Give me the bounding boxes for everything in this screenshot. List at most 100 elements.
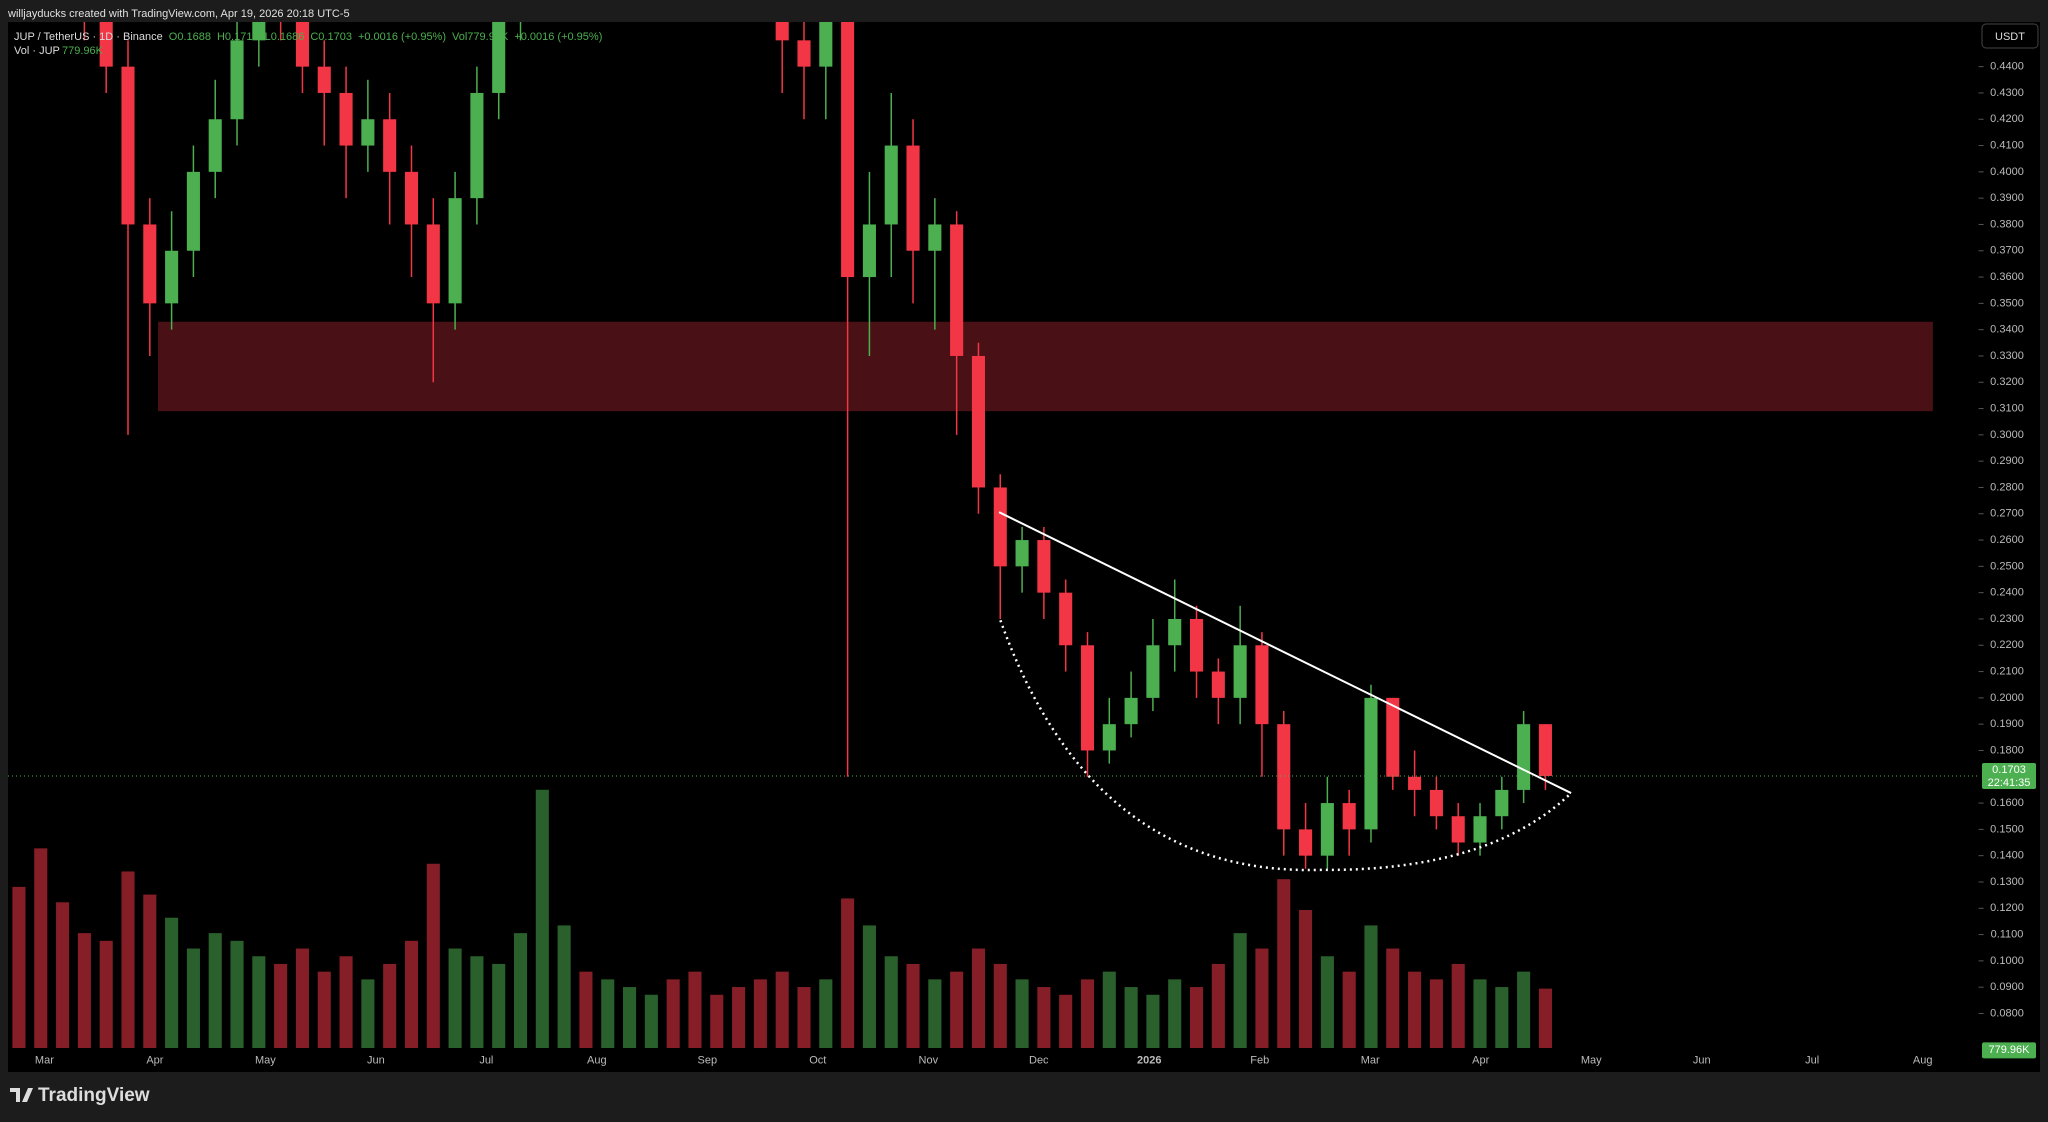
volume-bar [383, 963, 397, 1048]
volume-bar [470, 956, 484, 1048]
candle-body [1451, 816, 1465, 843]
legend-vol-value: 779.96K [62, 45, 104, 57]
volume-bar [1386, 948, 1400, 1048]
last-price-label: 0.1703 [1992, 764, 2026, 776]
candle-body [1342, 803, 1356, 830]
candle-body [1015, 540, 1029, 567]
volume-bar [1015, 979, 1029, 1048]
x-tick-label: Mar [35, 1054, 54, 1066]
volume-bar [862, 925, 876, 1048]
y-tick-label: 0.2900 [1990, 455, 2024, 467]
legend-close: C0.1703 [310, 31, 352, 43]
candle-body [339, 92, 353, 146]
legend-open: O0.1688 [169, 31, 211, 43]
volume-bar [252, 956, 266, 1048]
y-tick-label: 0.1400 [1990, 850, 2024, 862]
candle-body [121, 66, 135, 225]
x-tick-label: Nov [919, 1054, 939, 1066]
candle-body [99, 22, 113, 67]
trendline [998, 511, 1572, 794]
x-tick-label: Dec [1029, 1054, 1049, 1066]
volume-bar [1168, 979, 1182, 1048]
volume-bar [884, 956, 898, 1048]
candle-body [1233, 645, 1247, 698]
candle-body [862, 224, 876, 278]
candle-body [1495, 789, 1509, 817]
candle-body [775, 22, 789, 41]
volume-bar [753, 979, 767, 1048]
volume-bar [1102, 971, 1116, 1048]
volume-bar [1364, 925, 1378, 1048]
candle-body [1037, 540, 1051, 593]
volume-bar [971, 948, 986, 1048]
y-tick-label: 0.3500 [1990, 297, 2024, 309]
volume-bar [950, 971, 964, 1048]
volume-bar [906, 963, 920, 1048]
volume-bar [557, 925, 571, 1048]
currency-box [1981, 23, 2039, 49]
volume-bar [1538, 988, 1552, 1048]
y-tick-label: 0.2600 [1990, 534, 2024, 546]
volume-bar [1080, 979, 1095, 1048]
x-tick-label: Feb [1250, 1054, 1269, 1066]
x-tick-label: Aug [587, 1054, 607, 1066]
candle-body [819, 22, 833, 67]
volume-bar [165, 917, 179, 1048]
y-tick-label: 0.0800 [1990, 1007, 2024, 1019]
volume-bar [230, 940, 244, 1048]
candle-body [252, 22, 266, 41]
x-tick-label: Sep [698, 1054, 718, 1066]
volume-bar [579, 971, 593, 1048]
legend-high: H0.1710 [217, 31, 259, 43]
legend: JUP / TetherUS · 1D · Binance O0.1688 H0… [14, 31, 602, 57]
x-tick-label: Jun [367, 1054, 385, 1066]
candle-body [404, 171, 419, 225]
candle-body [884, 145, 898, 225]
candle-body [1386, 697, 1400, 777]
plot [8, 22, 1978, 1048]
volume-bar [666, 979, 680, 1048]
volume-bar [644, 994, 658, 1048]
currency: USDT [1995, 31, 2025, 43]
x-tick-label: Apr [146, 1054, 163, 1066]
volume-bar [1124, 987, 1138, 1048]
y-tick-label: 0.3200 [1990, 376, 2024, 388]
volume-bar [143, 894, 157, 1048]
candle-body [1299, 829, 1313, 856]
candle-body [317, 66, 331, 93]
candle-body [1211, 671, 1225, 698]
candle-body [186, 171, 200, 251]
candle-body [470, 92, 484, 199]
y-tick-label: 0.4200 [1990, 113, 2024, 125]
volume-bar [535, 789, 549, 1048]
y-tick-label: 0.4100 [1990, 139, 2024, 151]
y-tick-label: 0.1000 [1990, 955, 2024, 967]
y-tick-label: 0.2300 [1990, 613, 2024, 625]
y-tick-label: 0.4000 [1990, 166, 2024, 178]
y-tick-label: 0.3300 [1990, 350, 2024, 362]
candle-body [165, 250, 179, 304]
volume-bar [1233, 933, 1247, 1048]
volume-bar [1451, 963, 1465, 1048]
x-tick-label: May [255, 1054, 276, 1066]
candle-body [1080, 645, 1095, 751]
candle-body [143, 224, 157, 304]
volume-bar [1211, 963, 1225, 1048]
candle-body [1168, 618, 1182, 646]
candle-body [1124, 697, 1138, 725]
y-tick-label: 0.2000 [1990, 692, 2024, 704]
candle-body [906, 145, 920, 251]
y-tick-label: 0.1900 [1990, 718, 2024, 730]
volume-bar [1277, 879, 1291, 1048]
volume-bar [623, 987, 637, 1048]
volume-bar [601, 979, 615, 1048]
footer: TradingView [38, 1085, 150, 1106]
y-tick-label: 0.2100 [1990, 665, 2024, 677]
volume-bar [928, 979, 942, 1048]
y-tick-label: 0.3700 [1990, 245, 2024, 257]
x-tick-label: Aug [1913, 1054, 1933, 1066]
volume-bar [121, 871, 135, 1048]
y-tick-label: 0.4400 [1990, 61, 2024, 73]
countdown-label: 22:41:35 [1988, 777, 2031, 789]
